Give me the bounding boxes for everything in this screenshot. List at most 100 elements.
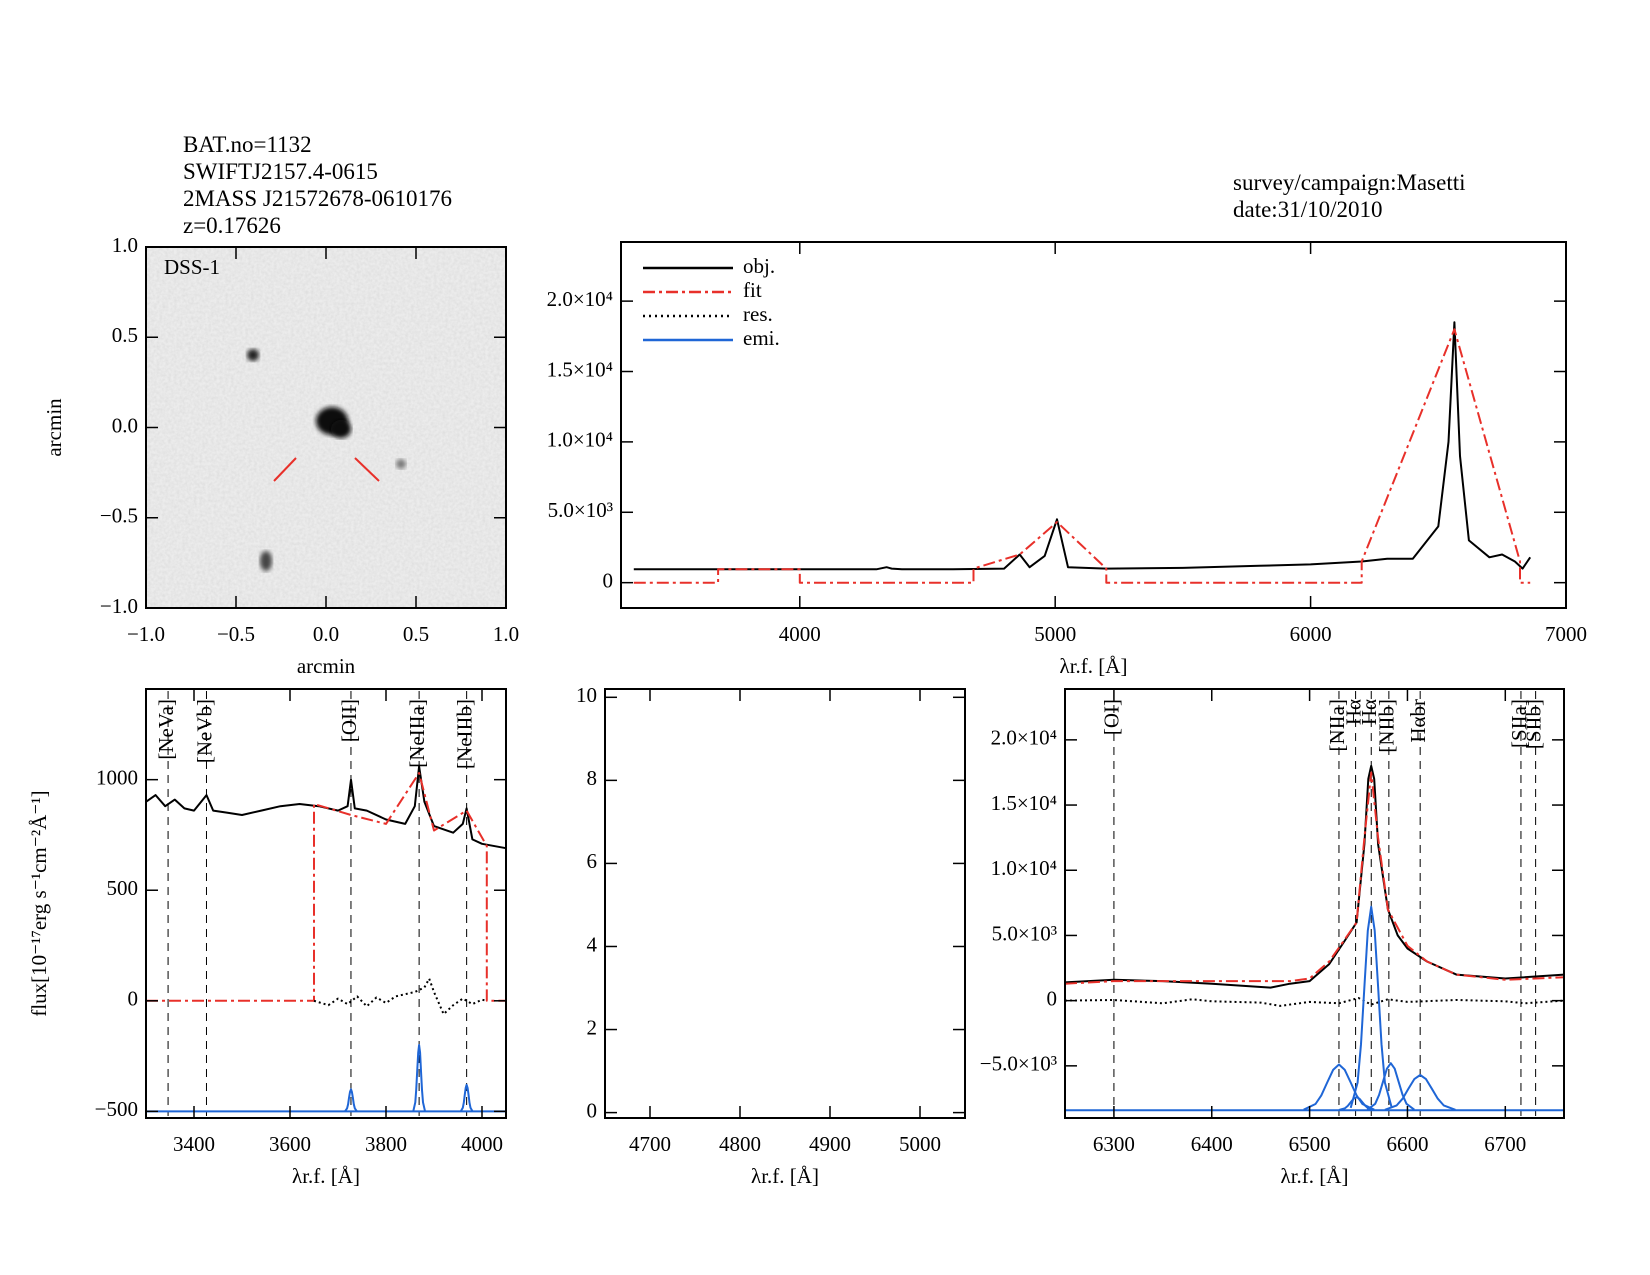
line-label: [OI] (1100, 699, 1124, 735)
plot-frame (145, 246, 507, 609)
y-tick-label: −0.5 (100, 504, 138, 528)
spectrum-line (1338, 1096, 1375, 1111)
legend-label: emi. (743, 326, 780, 350)
y-tick-label: −1.0 (100, 594, 138, 618)
x-tick-label: 3600 (269, 1132, 311, 1156)
x-axis-label: λr.f. [Å] (1060, 654, 1128, 678)
x-axis-label: λr.f. [Å] (751, 1164, 819, 1188)
header-line: date:31/10/2010 (1233, 197, 1382, 222)
spectrum-line (145, 765, 507, 850)
y-tick-label: 0 (128, 987, 139, 1011)
line-label: Hα (1357, 699, 1381, 725)
line-label: Hα (1341, 699, 1365, 725)
y-tick-label: 0.5 (112, 323, 138, 347)
x-tick-label: −0.5 (217, 622, 255, 646)
y-tick-label: 2 (587, 1015, 598, 1039)
x-tick-label: 1.0 (493, 622, 519, 646)
x-tick-label: 5000 (899, 1132, 941, 1156)
y-tick-label: 0 (603, 568, 614, 592)
legend-label: obj. (743, 254, 775, 278)
line-label: [OII] (337, 699, 361, 742)
x-tick-label: 6400 (1191, 1132, 1233, 1156)
plot-frame (620, 241, 1567, 609)
legend-label: fit (743, 278, 762, 302)
x-axis-label: arcmin (297, 654, 356, 678)
y-tick-label: 1.5×10⁴ (547, 357, 613, 381)
x-tick-label: 4700 (629, 1132, 671, 1156)
y-tick-label: 1.5×10⁴ (991, 791, 1057, 815)
line-label: [SIIb] (1521, 699, 1545, 749)
y-tick-label: 0 (1047, 986, 1058, 1010)
x-tick-label: 3800 (365, 1132, 407, 1156)
x-tick-label: 4900 (809, 1132, 851, 1156)
line-label: [SIIa] (1507, 699, 1531, 748)
y-tick-label: 500 (107, 876, 139, 900)
y-tick-label: 0.0 (112, 413, 138, 437)
x-tick-label: 5000 (1034, 622, 1076, 646)
line-label: [NIIb] (1375, 699, 1399, 753)
source-blob (260, 551, 272, 571)
y-axis-label: arcmin (42, 398, 66, 457)
target-marker (273, 457, 297, 482)
x-axis-label: λr.f. [Å] (292, 1164, 360, 1188)
y-tick-label: 1.0×10⁴ (547, 428, 613, 452)
target-marker (354, 457, 380, 482)
line-label: [NIIa] (1325, 699, 1349, 751)
spectrum-line (344, 1088, 358, 1112)
y-tick-label: 0 (587, 1098, 598, 1122)
spectrum-line (1384, 1074, 1456, 1111)
image-label: DSS-1 (164, 255, 220, 279)
y-tick-label: 2.0×10⁴ (547, 287, 613, 311)
spectrum-line (313, 977, 488, 1016)
spectrum-line (1064, 997, 1565, 1007)
line-label: Hαbr (1406, 699, 1430, 743)
x-tick-label: 6000 (1290, 622, 1332, 646)
x-tick-label: 4800 (719, 1132, 761, 1156)
header-line: z=0.17626 (183, 213, 281, 238)
plot-frame (145, 688, 507, 1119)
spectrum-line (1064, 764, 1565, 989)
x-tick-label: 6500 (1289, 1132, 1331, 1156)
source-blob (247, 349, 259, 361)
spectrum-line (146, 772, 506, 1002)
x-tick-label: 6300 (1093, 1132, 1135, 1156)
header-line: 2MASS J21572678-0610176 (183, 186, 452, 211)
spectrum-line (1349, 905, 1393, 1109)
x-tick-label: 0.5 (403, 622, 429, 646)
plot-frame (1064, 688, 1565, 1119)
y-tick-label: 10 (576, 683, 597, 707)
x-axis-label: λr.f. [Å] (1281, 1164, 1349, 1188)
x-tick-label: 6700 (1484, 1132, 1526, 1156)
x-tick-label: −1.0 (127, 622, 165, 646)
spectrum-line (1064, 771, 1565, 985)
legend-label: res. (743, 302, 773, 326)
y-tick-label: 1.0 (112, 233, 138, 257)
source-blob (396, 459, 406, 469)
x-tick-label: 7000 (1545, 622, 1587, 646)
y-tick-label: −500 (95, 1097, 138, 1121)
line-label: [NeVb] (192, 699, 216, 763)
spectrum-line (633, 328, 1531, 584)
y-axis-label: flux[10⁻¹⁷erg s⁻¹cm⁻²Å⁻¹] (27, 790, 51, 1016)
x-tick-label: 4000 (779, 622, 821, 646)
y-tick-label: 5.0×10³ (992, 921, 1057, 945)
x-tick-label: 4000 (461, 1132, 503, 1156)
y-tick-label: 4 (587, 932, 598, 956)
line-label: [NeIIIa] (405, 699, 429, 768)
line-label: [NeVa] (154, 699, 178, 760)
source-blob (331, 420, 351, 438)
y-tick-label: 1000 (96, 765, 138, 789)
plot-frame (604, 688, 966, 1119)
line-label: [NeIIIb] (452, 699, 476, 769)
header-line: BAT.no=1132 (183, 132, 312, 157)
y-tick-label: 6 (587, 849, 598, 873)
spectrum-line (412, 1044, 426, 1111)
y-tick-label: 1.0×10⁴ (991, 856, 1057, 880)
y-tick-label: 5.0×10³ (548, 498, 613, 522)
dss-image (146, 247, 506, 608)
spectrum-line (460, 1083, 474, 1112)
header-line: SWIFTJ2157.4-0615 (183, 159, 378, 184)
y-tick-label: 2.0×10⁴ (991, 726, 1057, 750)
